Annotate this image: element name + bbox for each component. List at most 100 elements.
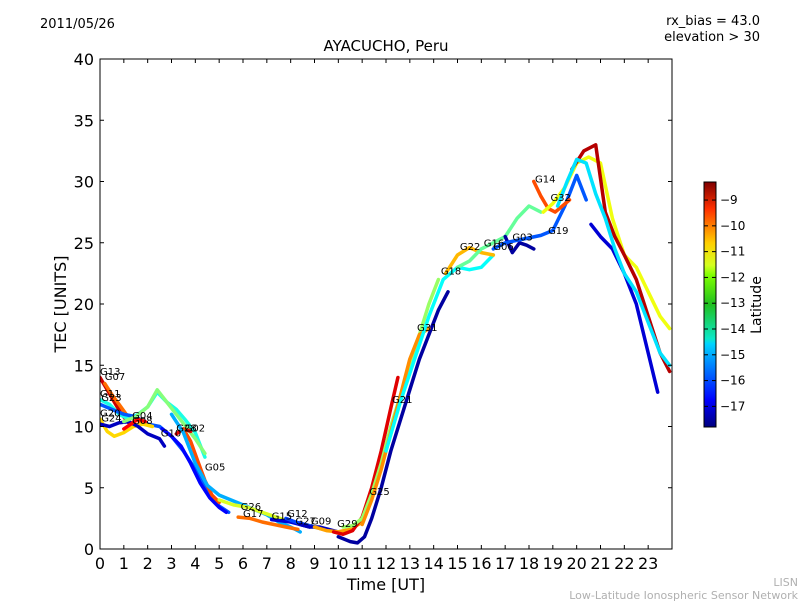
series-line-g03	[491, 173, 588, 251]
y-tick-label: 0	[84, 540, 94, 559]
series-line-g02	[181, 427, 221, 505]
x-tick-label: 22	[614, 554, 634, 573]
series-layer	[100, 143, 672, 545]
satellite-label: G02	[185, 423, 205, 434]
colorbar-tick-label: −9	[720, 193, 738, 207]
satellite-label: G09	[311, 517, 331, 528]
x-tick-label: 16	[471, 554, 491, 573]
y-tick-label: 40	[74, 50, 94, 69]
colorbar-tick-label: −10	[720, 219, 745, 233]
x-tick-label: 18	[519, 554, 539, 573]
satellite-label: G03	[512, 232, 532, 243]
series-line-g08	[122, 417, 148, 431]
x-tick-label: 6	[238, 554, 248, 573]
x-tick-label: 0	[95, 554, 105, 573]
series-line-g17	[236, 515, 300, 532]
satellite-label: G07	[105, 372, 125, 383]
colorbar-tick-label: −16	[720, 374, 745, 388]
satellite-label: G25	[369, 487, 389, 498]
y-axis: 0 5 10 15 20 25 30 35 40	[74, 50, 672, 559]
satellite-label: G14	[535, 175, 555, 186]
satellite-label: G26	[241, 502, 261, 513]
colorbar-gradient	[703, 181, 717, 428]
series-line-g16	[455, 204, 543, 270]
x-tick-label: 9	[309, 554, 319, 573]
satellite-label: G32	[550, 193, 570, 204]
colorbar-tick-label: −12	[720, 270, 745, 284]
x-tick-label: 20	[566, 554, 586, 573]
colorbar-tick-label: −17	[720, 399, 745, 413]
satellite-label: G22	[460, 242, 480, 253]
satellite-label: G29	[337, 519, 357, 530]
x-tick-label: 23	[638, 554, 658, 573]
x-tick-label: 14	[423, 554, 443, 573]
series-line-r22	[555, 157, 672, 368]
x-tick-label: 2	[143, 554, 153, 573]
colorbar-tick-label: −14	[720, 322, 745, 336]
y-axis-label: TEC [UNITS]	[51, 256, 70, 354]
x-tick-label: 10	[328, 554, 348, 573]
colorbar-label: Latitude	[749, 276, 765, 334]
series-line-g06	[503, 234, 536, 255]
satellite-label: G15	[272, 512, 292, 523]
satellite-label: G31	[417, 323, 437, 334]
x-tick-label: 7	[262, 554, 272, 573]
satellite-label: G17	[243, 509, 263, 520]
x-tick-label: 12	[376, 554, 396, 573]
series-line-g18	[384, 253, 496, 453]
x-tick-label: 3	[166, 554, 176, 573]
x-tick-label: 19	[543, 554, 563, 573]
x-tick-label: 11	[352, 554, 372, 573]
series-line-g22	[443, 245, 496, 276]
x-tick-label: 17	[495, 554, 515, 573]
satellite-label: G18	[441, 267, 461, 278]
date-label: 2011/05/26	[40, 17, 115, 32]
satellite-label: G16	[484, 238, 504, 249]
series-line-g05	[169, 412, 302, 534]
credit-short: LISN	[773, 576, 798, 589]
series-line-g25	[336, 290, 450, 545]
series-line-g10	[160, 427, 229, 515]
rx-bias-label: rx_bias = 43.0	[666, 14, 760, 29]
colorbar-tick-label: −11	[720, 245, 745, 259]
satellite-label: G24	[101, 414, 121, 425]
satellite-label: G28	[176, 423, 196, 434]
credit-box: LISN Low-Latitude Ionospheric Sensor Net…	[569, 576, 798, 602]
series-line-g20	[100, 417, 155, 439]
x-axis: 0 1 2 3 4 5 6 7 8 9 10 11 12 13 14 15 16 17 18 19 20 21 22 23	[95, 59, 658, 573]
x-tick-label: 13	[400, 554, 420, 573]
chart-title: AYACUCHO, Peru	[323, 37, 449, 55]
x-axis-label: Time [UT]	[346, 575, 425, 594]
x-tick-label: 4	[190, 554, 200, 573]
y-tick-label: 30	[74, 173, 94, 192]
satellite-label: G21	[392, 395, 412, 406]
y-tick-label: 35	[74, 111, 94, 130]
series-line-g04	[122, 388, 207, 456]
satellite-label: G23	[101, 393, 121, 404]
y-tick-label: 10	[74, 418, 94, 437]
satellite-label: G11	[100, 389, 120, 400]
satellite-label: G12	[287, 509, 307, 520]
y-tick-label: 25	[74, 234, 94, 253]
satellite-label: G06	[493, 242, 513, 253]
y-tick-label: 20	[74, 295, 94, 314]
satellite-label: G27	[295, 517, 315, 528]
satellite-label: G20	[100, 409, 120, 420]
satellite-label: G19	[548, 226, 568, 237]
parameters-box: rx_bias = 43.0 elevation > 30	[664, 14, 760, 46]
satellite-label: G10	[161, 428, 181, 439]
y-tick-label: 15	[74, 356, 94, 375]
colorbar-tick-label: −15	[720, 348, 745, 362]
credit-full: Low-Latitude Ionospheric Sensor Network	[569, 589, 798, 602]
elevation-label: elevation > 30	[664, 30, 760, 45]
satellite-label: G13	[100, 367, 120, 378]
series-line-g14	[532, 179, 572, 214]
colorbar: −9 −10 −11 −12 −13 −14 −15 −16 −17 Latitude	[703, 181, 765, 428]
x-tick-label: 5	[214, 554, 224, 573]
satellite-label: G08	[132, 416, 152, 427]
x-tick-label: 21	[590, 554, 610, 573]
satellite-label: G04	[132, 411, 152, 422]
y-tick-label: 5	[84, 479, 94, 498]
